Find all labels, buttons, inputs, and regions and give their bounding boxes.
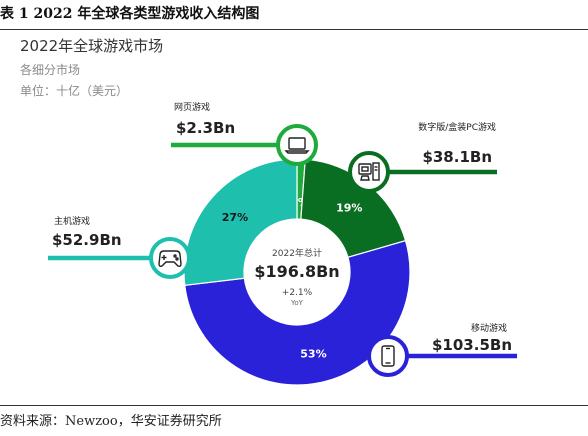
center-disc (245, 220, 349, 324)
category-label-2: 移动游戏 (471, 322, 507, 334)
slice-percent-label-3: 27% (222, 211, 248, 224)
category-label-0: 网页游戏 (174, 101, 210, 113)
top-rule (0, 29, 588, 30)
icon-ring-0 (276, 124, 318, 166)
table-caption: 表 1 2022 年全球各类型游戏收入结构图 (0, 6, 260, 22)
value-label-2: $103.5Bn (432, 336, 512, 354)
icon-ring-3 (149, 237, 191, 279)
laptop-icon (284, 137, 310, 154)
slice-percent-label-2: 53% (300, 347, 326, 360)
category-label-3: 主机游戏 (54, 215, 90, 227)
bottom-rule (0, 405, 588, 406)
chart-subtitle: 各细分市场 (20, 63, 81, 77)
category-label-1: 数字版/盒装PC游戏 (418, 121, 496, 133)
chart-unit: 单位：十亿（美元） (20, 84, 129, 98)
smartphone-icon (381, 345, 395, 367)
pie-slice-1 (300, 158, 407, 259)
center-total-label: 2022年总计 (272, 247, 322, 259)
chart-title: 2022年全球游戏市场 (20, 37, 164, 55)
icon-ring-2 (367, 335, 409, 377)
center-growth: +2.1% (282, 288, 313, 298)
source-note: 资料来源：Newzoo，华安证券研究所 (0, 414, 222, 429)
slice-percent-label-1: 19% (336, 202, 362, 215)
desktop-pc-icon (358, 162, 380, 181)
center-growth-label: YoY (290, 299, 304, 307)
value-label-3: $52.9Bn (52, 231, 122, 249)
icon-ring-1 (348, 151, 390, 193)
value-label-1: $38.1Bn (422, 148, 492, 166)
value-label-0: $2.3Bn (176, 119, 235, 137)
gamepad-icon (158, 250, 182, 267)
center-total-value: $196.8Bn (254, 262, 339, 281)
